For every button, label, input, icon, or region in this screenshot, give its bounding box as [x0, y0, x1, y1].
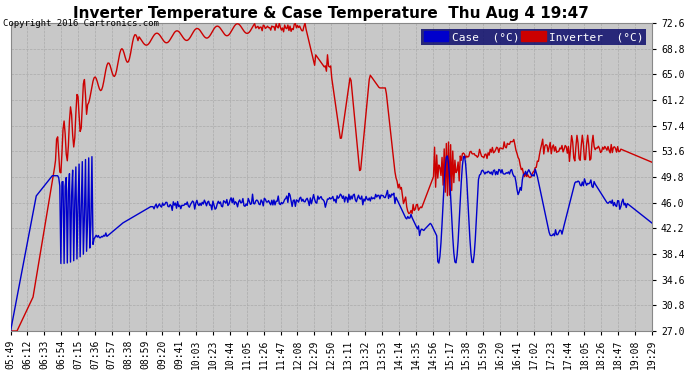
Title: Inverter Temperature & Case Temperature  Thu Aug 4 19:47: Inverter Temperature & Case Temperature …	[73, 6, 589, 21]
Text: Copyright 2016 Cartronics.com: Copyright 2016 Cartronics.com	[3, 19, 159, 28]
Legend: Case  (°C), Inverter  (°C): Case (°C), Inverter (°C)	[421, 28, 647, 45]
